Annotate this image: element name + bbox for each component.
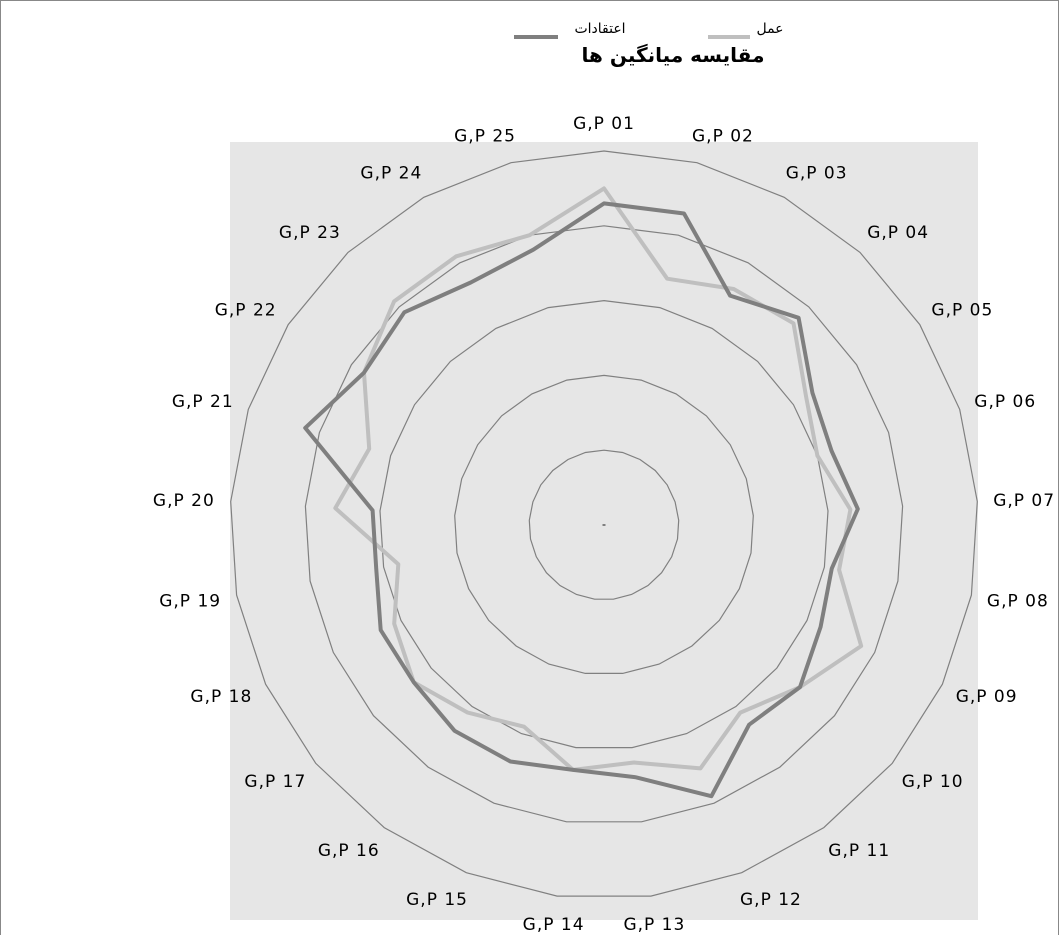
radar-grid	[230, 150, 978, 897]
center-mark	[602, 524, 606, 526]
category-label-20: G,P 20	[153, 491, 215, 511]
category-label-14: G,P 14	[523, 915, 585, 935]
category-label-8: G,P 08	[987, 591, 1049, 611]
category-label-5: G,P 05	[931, 301, 993, 321]
grid-ring-3	[379, 299, 829, 749]
category-label-2: G,P 02	[692, 127, 754, 147]
series-line-2	[333, 186, 864, 772]
category-label-7: G,P 07	[993, 491, 1055, 511]
category-labels: G,P 01 G,P 02 G,P 03 G,P 04 G,P 05 G,P 06 G,P …	[153, 114, 1055, 935]
grid-ring-2	[454, 374, 754, 675]
category-label-3: G,P 03	[786, 164, 848, 184]
category-label-19: G,P 19	[159, 591, 221, 611]
legend-label-series-1: اعتقادات	[574, 21, 625, 37]
category-label-24: G,P 24	[360, 164, 422, 184]
category-label-17: G,P 17	[244, 772, 306, 792]
category-label-25: G,P 25	[454, 127, 516, 147]
category-label-23: G,P 23	[279, 223, 341, 243]
category-label-21: G,P 21	[172, 392, 234, 412]
plot-area	[230, 142, 978, 920]
category-label-15: G,P 15	[406, 890, 468, 910]
legend: اعتقادات عمل	[514, 21, 784, 39]
category-label-1: G,P 01	[573, 114, 635, 134]
category-label-6: G,P 06	[974, 392, 1036, 412]
category-label-4: G,P 04	[867, 223, 929, 243]
series-line-1	[303, 201, 860, 799]
category-label-18: G,P 18	[190, 687, 252, 707]
category-label-16: G,P 16	[318, 841, 380, 861]
category-label-11: G,P 11	[828, 841, 890, 861]
category-label-9: G,P 09	[956, 687, 1018, 707]
grid-ring-1	[528, 449, 680, 600]
category-label-12: G,P 12	[740, 890, 802, 910]
chart-title: مقایسه میانگین ها	[582, 43, 765, 67]
category-label-22: G,P 22	[215, 301, 277, 321]
grid-ring-5	[230, 150, 978, 897]
grid-ring-4	[304, 225, 904, 823]
legend-label-series-2: عمل	[756, 21, 783, 37]
radar-series	[303, 186, 864, 799]
category-label-10: G,P 10	[902, 772, 964, 792]
category-label-13: G,P 13	[623, 915, 685, 935]
